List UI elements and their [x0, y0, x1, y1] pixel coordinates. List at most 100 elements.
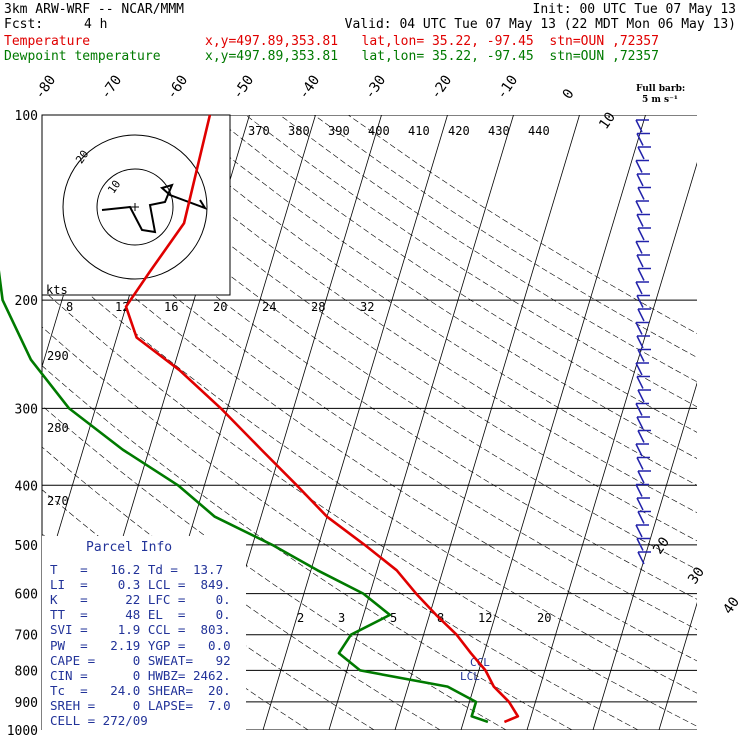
theta-label: 420 [448, 124, 470, 138]
isotherm-label: -70 [98, 72, 126, 102]
wind-barb [637, 308, 651, 322]
wind-barb [635, 200, 649, 214]
pressure-tick-label: 500 [15, 539, 38, 554]
parcel-info-row: CAPE = 0 SWEAT= 92 [50, 652, 231, 668]
wind-barb [635, 281, 649, 295]
pressure-tick-label: 200 [15, 294, 38, 309]
wind-barb [637, 267, 651, 281]
theta-label: 270 [47, 494, 69, 508]
wind-barb [637, 510, 651, 524]
wind-barb [635, 119, 649, 133]
theta-label: 380 [288, 124, 310, 138]
wind-barb [636, 335, 650, 349]
temperature-label: Temperature [4, 34, 91, 49]
dry-adiabat [74, 115, 697, 542]
pressure-tick-label: 600 [15, 588, 38, 603]
hodograph-scale-label: 28 [311, 300, 325, 314]
isotherm-label: -80 [32, 72, 60, 102]
fcst-label: Fcst: [4, 17, 44, 32]
wind-barb [637, 348, 651, 362]
theta-label: 290 [47, 349, 69, 363]
wind-barb [636, 213, 650, 227]
wind-barb [637, 227, 651, 241]
wind-barb [637, 146, 651, 160]
parcel-info-row: LI = 0.3 LCL = 849. [50, 577, 231, 593]
pressure-tick-label: 300 [15, 402, 38, 417]
theta-label: 390 [328, 124, 350, 138]
parcel-info-row: T = 16.2 Td = 13.7 [50, 562, 224, 577]
wind-barb [635, 524, 649, 538]
hodograph-ring-label-inner: 10 [105, 178, 123, 196]
hodograph-trace [101, 183, 208, 234]
wind-barb [635, 240, 649, 254]
pressure-tick-label: 700 [15, 629, 38, 644]
parcel-info-row: Tc = 24.0 SHEAR= 20. [50, 682, 231, 698]
isotherm-label: -50 [230, 72, 258, 102]
theta-label: 410 [408, 124, 430, 138]
hodograph-inset: 20 10 [41, 114, 231, 296]
isotherm-label: -20 [428, 72, 456, 102]
dry-adiabat [42, 288, 697, 727]
mixing-ratio-label: 2 [297, 611, 304, 625]
isotherm-label: -10 [494, 72, 522, 102]
model-title: 3km ARW-WRF -- NCAR/MMM [4, 2, 185, 17]
isotherm [394, 115, 580, 730]
dry-adiabat [245, 115, 697, 408]
mixing-ratio-label: 20 [537, 611, 551, 625]
wind-barb [635, 321, 649, 335]
wind-barb [637, 551, 651, 565]
hodograph-ring-inner [96, 168, 174, 246]
wind-barbs [635, 119, 651, 565]
mixing-ratio-label: 5 [390, 611, 397, 625]
hodograph-scale-label: 20 [213, 300, 227, 314]
init-time: Init: 00 UTC Tue 07 May 13 [532, 2, 737, 17]
hodograph-scale-label: 32 [360, 300, 374, 314]
pressure-tick-label: 1000 [7, 724, 38, 739]
wind-barb [635, 483, 649, 497]
wind-barb [636, 294, 650, 308]
wind-barb [635, 159, 649, 173]
wind-barb [636, 132, 650, 146]
wind-barb [637, 429, 651, 443]
dry-adiabat [42, 326, 639, 730]
parcel-info-panel [42, 536, 246, 730]
parcel-info-row: SVI = 1.9 CCL = 803. [50, 622, 231, 638]
wind-barb [637, 470, 651, 484]
dry-adiabat [143, 115, 697, 486]
isotherm [328, 115, 514, 730]
dry-adiabat [42, 252, 697, 694]
dry-adiabat [42, 365, 573, 730]
isotherm [262, 115, 448, 730]
dry-adiabat [42, 216, 697, 662]
pressure-tick-label: 800 [15, 664, 38, 679]
pressure-tick-label: 900 [15, 696, 38, 711]
sounding-profiles [0, 114, 520, 724]
theta-label: 440 [528, 124, 550, 138]
barb-legend-line2: 5 m s⁻¹ [642, 95, 678, 105]
parcel-info-row: CIN = 0 HWBZ= 2462. [50, 667, 231, 683]
dry-adiabat [279, 115, 697, 383]
wind-barb [636, 173, 650, 187]
dry-adiabat [177, 115, 697, 459]
temperature-profile [124, 114, 520, 724]
dry-adiabat [348, 115, 697, 334]
hodograph-ring-label-outer: 20 [73, 148, 91, 166]
isotherm-label: 20 [650, 534, 673, 557]
wind-barb [635, 362, 649, 376]
isotherm-label: 30 [685, 564, 708, 587]
hodograph-scale-label: 24 [262, 300, 276, 314]
isotherm [725, 115, 740, 730]
isotherm-label: -30 [362, 72, 390, 102]
isotherm [592, 381, 697, 730]
wind-barb [636, 254, 650, 268]
pressure-tick-label: 100 [15, 109, 38, 124]
wind-barb [637, 389, 651, 403]
wind-barb [635, 443, 649, 457]
valid-time: Valid: 04 UTC Tue 07 May 13 (22 MDT Mon … [344, 17, 736, 32]
fcst-value: 4 h [84, 17, 108, 32]
isotherm-label: 10 [596, 109, 619, 132]
wind-barb [636, 375, 650, 389]
wind-barb [636, 537, 650, 551]
isotherm-label: 0 [560, 86, 578, 102]
dry-adiabat [108, 115, 697, 513]
